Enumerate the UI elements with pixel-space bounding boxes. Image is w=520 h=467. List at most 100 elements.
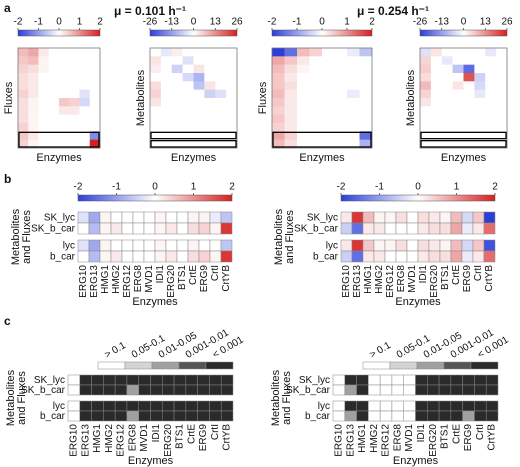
x-tick-label: ERG9: [462, 265, 473, 293]
heatmap-cell: [79, 123, 91, 132]
heatmap-cell: [48, 98, 60, 107]
heatmap-cell: [297, 123, 310, 132]
heatmap-cell: [430, 89, 443, 99]
heatmap-cell: [272, 98, 285, 107]
heatmap-cell: [182, 73, 194, 82]
legend-label: > 0.1: [368, 340, 393, 361]
heatmap-cell: [204, 56, 216, 66]
heatmap-cell: [272, 106, 285, 116]
y-tick-label: SK_lyc: [44, 213, 75, 224]
heatmap-cell: [89, 48, 101, 57]
heatmap-cell: [193, 73, 205, 82]
x-tick-label: HMG1: [363, 265, 374, 294]
heatmap-cell: [193, 89, 205, 99]
heatmap-cell: [67, 374, 81, 386]
heatmap-cell: [472, 239, 485, 252]
highlight-box: [272, 131, 372, 148]
heatmap-cell: [463, 81, 475, 91]
heatmap-cell: [89, 123, 101, 132]
heatmap-cell: [79, 384, 92, 396]
heatmap-cell: [297, 89, 310, 99]
heatmap-cell: [452, 64, 464, 74]
heatmap-cell: [160, 56, 173, 66]
heatmap-cell: [485, 131, 497, 141]
legend-swatch: [124, 361, 153, 370]
heatmap-cell: [59, 73, 70, 82]
heatmap-cell: [126, 374, 139, 386]
heatmap-cell: [463, 106, 475, 116]
heatmap-cell: [347, 131, 360, 141]
heatmap-cell: [415, 400, 428, 412]
heatmap-cell: [474, 123, 486, 132]
heatmap-cell: [48, 106, 60, 116]
heatmap-cell: [209, 400, 222, 412]
heatmap-cell: [209, 211, 222, 224]
x-tick-label: HMG2: [111, 265, 122, 294]
heatmap-cell: [121, 250, 134, 263]
heatmap-cell: [309, 123, 323, 132]
heatmap-cell: [162, 384, 175, 396]
heatmap-frame: [149, 47, 238, 149]
heatmap-cell: [347, 114, 360, 124]
colorbar: [340, 194, 496, 202]
heatmap-cell: [496, 89, 508, 99]
heatmap-cell: [79, 48, 91, 57]
heatmap-cell: [415, 374, 428, 386]
heatmap-cell: [103, 384, 116, 396]
heatmap-cell: [309, 48, 323, 57]
heatmap-cell: [427, 384, 440, 396]
heatmap-cell: [18, 139, 29, 149]
heatmap-cell: [463, 114, 475, 124]
heatmap-cell: [496, 56, 508, 66]
heatmap-cell: [88, 239, 101, 252]
heatmap-cell: [182, 139, 194, 149]
heatmap-cell: [77, 250, 90, 263]
heatmap-cell: [483, 222, 496, 235]
heatmap-cell: [204, 106, 216, 116]
heatmap-cell: [18, 81, 29, 91]
heatmap-cell: [452, 123, 464, 132]
heatmap-cell: [59, 98, 70, 107]
heatmap-cell: [356, 410, 369, 422]
heatmap-cell: [483, 250, 496, 263]
heatmap-cell: [322, 64, 335, 74]
heatmap-cell: [356, 400, 369, 412]
heatmap-cell: [309, 73, 323, 82]
heatmap-cell: [150, 89, 162, 99]
heatmap-cell: [182, 89, 194, 99]
heatmap-cell: [359, 89, 373, 99]
heatmap-cell: [171, 114, 184, 124]
heatmap-cell: [461, 250, 474, 263]
colorbar-tick-label: 1: [454, 182, 460, 193]
heatmap-cell: [439, 250, 452, 263]
x-tick-label: BTS1: [177, 265, 188, 290]
heatmap-cell: [226, 81, 238, 91]
heatmap-cell: [198, 250, 211, 263]
heatmap-cell: [485, 400, 499, 412]
heatmap-cell: [452, 139, 464, 149]
heatmap-cell: [132, 239, 145, 252]
heatmap-cell: [215, 98, 227, 107]
heatmap-frame: [17, 47, 101, 149]
heatmap-cell: [69, 64, 80, 74]
heatmap-cell: [272, 89, 285, 99]
heatmap-cell: [48, 56, 60, 66]
heatmap-cell: [472, 250, 485, 263]
heatmap-cell: [226, 139, 238, 149]
colorbar-tick-label: -2: [337, 182, 346, 193]
heatmap-cell: [322, 114, 335, 124]
heatmap-cell: [332, 384, 346, 396]
x-tick-label: IDI1: [155, 265, 166, 284]
heatmap-cell: [138, 400, 151, 412]
heatmap-cell: [344, 374, 357, 386]
heatmap-cell: [359, 56, 373, 66]
heatmap-cell: [428, 211, 441, 224]
heatmap-cell: [171, 64, 184, 74]
heatmap-cell: [297, 81, 310, 91]
heatmap-cell: [373, 211, 386, 224]
heatmap-cell: [334, 106, 348, 116]
heatmap-cell: [182, 64, 194, 74]
heatmap-cell: [474, 48, 486, 57]
heatmap-cell: [496, 98, 508, 107]
heatmap-cell: [143, 222, 156, 235]
